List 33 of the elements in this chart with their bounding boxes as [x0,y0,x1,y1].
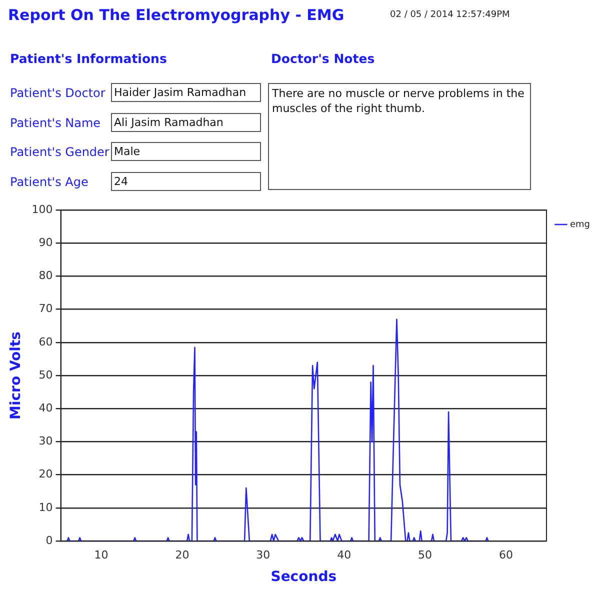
y-tick-label: 50 [38,368,53,382]
y-tick-label: 40 [38,401,53,414]
text: 02 / 05 / 2014 12:57:49PM [390,10,510,20]
text: Patient's Age [10,174,88,188]
text: Patient's Name [10,116,101,130]
x-tick-label: 60 [499,548,514,562]
text: Patient's Informations [10,51,167,66]
text: Ali Jasim Ramadhan [111,112,261,132]
y-tick-label: 100 [32,202,53,216]
y-tick-label: 0 [46,534,53,547]
text: Doctor's Notes [271,51,375,66]
y-tick-label: 70 [38,302,53,316]
text: Report On The Electromyography - EMG [8,6,344,24]
y-axis-title: Micro Volts [8,332,24,420]
x-tick-label: 10 [94,548,108,562]
legend-label: emg [570,220,590,230]
text: Male [111,142,261,161]
y-tick-label: 30 [38,434,53,448]
text: Patient's Doctor [10,86,106,100]
y-tick-label: 90 [38,236,53,249]
y-tick-label: 60 [38,335,53,348]
text: Haider Jasim Ramadhan [111,83,261,102]
y-tick-label: 80 [38,269,53,282]
text: There are no muscle or nerve problems in the muscles of the right thumb. [268,83,531,190]
x-tick-label: 20 [175,548,190,562]
text: Patient's Gender [10,145,110,159]
y-tick-label: 20 [38,468,53,481]
y-tick-label: 10 [38,500,53,514]
x-tick-label: 30 [256,548,270,562]
x-tick-label: 50 [418,548,432,562]
text: 24 [111,172,261,190]
x-axis-title: Seconds [270,569,337,586]
x-tick-label: 40 [337,548,352,562]
